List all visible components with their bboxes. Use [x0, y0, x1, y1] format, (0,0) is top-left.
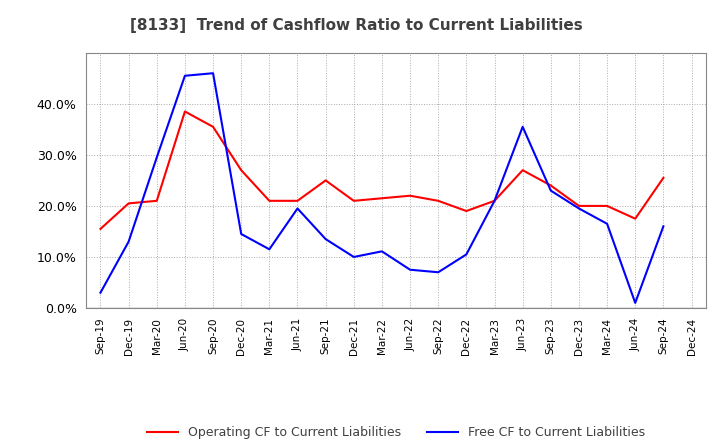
Operating CF to Current Liabilities [96, 226, 105, 231]
Operating CF to Current Liabilities [181, 109, 189, 114]
Operating CF to Current Liabilities [434, 198, 443, 203]
Free CF to Current Liabilities [631, 300, 639, 305]
Free CF to Current Liabilities [575, 206, 583, 211]
Free CF to Current Liabilities [96, 290, 105, 295]
Free CF to Current Liabilities [518, 124, 527, 129]
Operating CF to Current Liabilities [659, 175, 667, 180]
Line: Free CF to Current Liabilities: Free CF to Current Liabilities [101, 73, 663, 303]
Operating CF to Current Liabilities [631, 216, 639, 221]
Operating CF to Current Liabilities [575, 203, 583, 209]
Free CF to Current Liabilities [490, 198, 499, 203]
Free CF to Current Liabilities [153, 155, 161, 160]
Free CF to Current Liabilities [265, 247, 274, 252]
Free CF to Current Liabilities [293, 206, 302, 211]
Operating CF to Current Liabilities [321, 178, 330, 183]
Operating CF to Current Liabilities [377, 196, 386, 201]
Free CF to Current Liabilities [349, 254, 358, 260]
Free CF to Current Liabilities [546, 188, 555, 193]
Free CF to Current Liabilities [462, 252, 471, 257]
Free CF to Current Liabilities [659, 224, 667, 229]
Free CF to Current Liabilities [237, 231, 246, 237]
Free CF to Current Liabilities [603, 221, 611, 227]
Operating CF to Current Liabilities [462, 209, 471, 214]
Operating CF to Current Liabilities [209, 124, 217, 129]
Operating CF to Current Liabilities [293, 198, 302, 203]
Operating CF to Current Liabilities [237, 168, 246, 173]
Operating CF to Current Liabilities [406, 193, 415, 198]
Free CF to Current Liabilities [181, 73, 189, 78]
Free CF to Current Liabilities [377, 249, 386, 254]
Free CF to Current Liabilities [406, 267, 415, 272]
Free CF to Current Liabilities [209, 70, 217, 76]
Line: Operating CF to Current Liabilities: Operating CF to Current Liabilities [101, 111, 663, 229]
Operating CF to Current Liabilities [265, 198, 274, 203]
Operating CF to Current Liabilities [518, 168, 527, 173]
Operating CF to Current Liabilities [603, 203, 611, 209]
Text: [8133]  Trend of Cashflow Ratio to Current Liabilities: [8133] Trend of Cashflow Ratio to Curren… [130, 18, 582, 33]
Operating CF to Current Liabilities [349, 198, 358, 203]
Operating CF to Current Liabilities [546, 183, 555, 188]
Free CF to Current Liabilities [434, 270, 443, 275]
Operating CF to Current Liabilities [490, 198, 499, 203]
Operating CF to Current Liabilities [153, 198, 161, 203]
Legend: Operating CF to Current Liabilities, Free CF to Current Liabilities: Operating CF to Current Liabilities, Fre… [142, 422, 650, 440]
Free CF to Current Liabilities [321, 236, 330, 242]
Operating CF to Current Liabilities [125, 201, 133, 206]
Free CF to Current Liabilities [125, 239, 133, 244]
